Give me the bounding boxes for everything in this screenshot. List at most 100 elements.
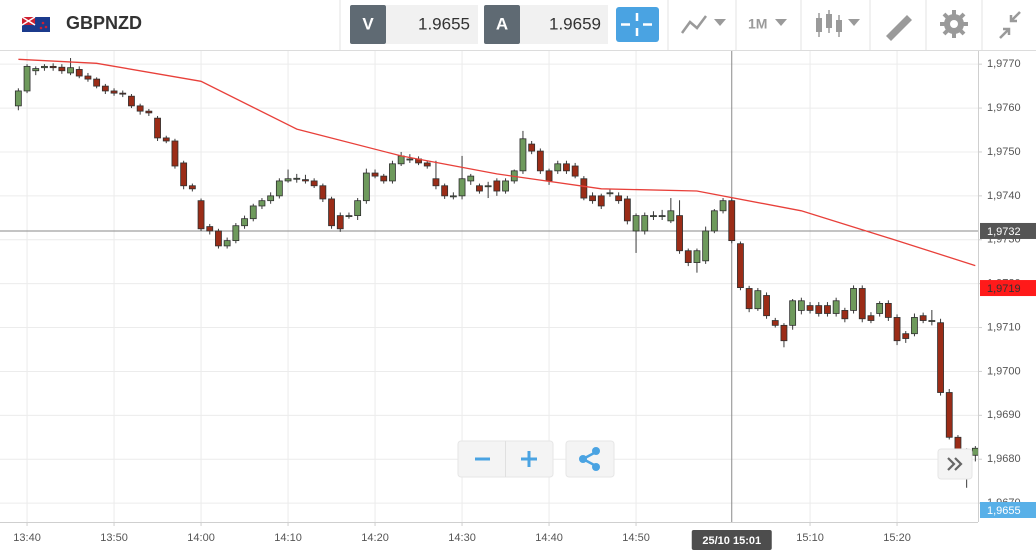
candle-body (476, 185, 483, 192)
crosshair-button[interactable] (616, 7, 659, 42)
bid-price-label: 1,9655 (987, 505, 1021, 517)
candle-body (215, 230, 222, 247)
candle-body (981, 440, 987, 448)
buy-label[interactable]: A (496, 14, 508, 33)
candle-body (275, 180, 283, 197)
candle-body (667, 210, 675, 222)
x-tick-label: 15:20 (883, 532, 911, 544)
y-tick-label: 1,9760 (987, 102, 1021, 114)
sell-label[interactable]: V (362, 14, 374, 33)
candle-body (162, 137, 170, 142)
toolbar: GBPNZD V 1.9655 A 1.9659 1M (0, 0, 1036, 51)
symbol[interactable]: GBPNZD (66, 13, 142, 33)
candle-body (824, 305, 831, 314)
y-tick-label: 1,9750 (987, 146, 1021, 158)
y-tick-label: 1,9740 (987, 190, 1021, 202)
candle-body (580, 178, 588, 199)
indicator-icon[interactable] (680, 15, 707, 34)
x-tick-label: 13:50 (100, 532, 128, 544)
settings-icon[interactable] (940, 10, 968, 38)
candle-body (136, 105, 144, 112)
buy-price: 1.9659 (549, 14, 601, 33)
dropdown-arrow[interactable] (714, 19, 726, 26)
candle-body (449, 195, 457, 198)
candle-body (223, 240, 231, 247)
candle-body (789, 300, 797, 326)
candle-body (937, 322, 944, 393)
candle-body (49, 65, 57, 69)
candle-body (406, 158, 414, 161)
candle-body (832, 300, 840, 314)
candle-body (971, 447, 978, 456)
chart-type-icon[interactable] (816, 10, 842, 37)
candle-body (188, 185, 196, 190)
candle-body (728, 200, 736, 242)
candle-body (641, 215, 649, 232)
candle-body (954, 436, 962, 451)
share-button[interactable] (579, 447, 600, 471)
candle-body (145, 110, 153, 114)
y-tick-label: 1,9770 (987, 58, 1021, 70)
candle-body (693, 250, 701, 263)
x-tick-label: 14:00 (187, 532, 215, 544)
crosshair-time-tag (691, 530, 772, 550)
candle-body (93, 78, 101, 87)
candle-body (858, 288, 866, 320)
candle-body (206, 226, 214, 232)
candle-body (154, 117, 161, 139)
x-tick-label: 14:10 (274, 532, 302, 544)
candle-body (380, 175, 388, 182)
flag-icon (21, 16, 50, 32)
candle-body (806, 305, 814, 311)
candle-body (258, 200, 266, 207)
candle-body (519, 138, 527, 172)
buy-button[interactable] (484, 5, 520, 44)
candle-body (328, 198, 335, 227)
candle-body (737, 243, 744, 288)
candle-body (676, 215, 683, 252)
candle-body (14, 90, 22, 107)
candle-body (850, 288, 857, 311)
candle-body (432, 178, 440, 187)
candle-body (101, 85, 109, 92)
candle-body (876, 302, 884, 314)
sell-button[interactable] (350, 5, 386, 44)
buy-price-box (520, 5, 608, 44)
scroll-to-end-button[interactable] (947, 457, 963, 471)
candle-body (458, 178, 466, 197)
candle-body (397, 155, 405, 165)
candle-body (606, 192, 614, 195)
candle-body (67, 67, 74, 74)
candle-body (293, 177, 301, 180)
zoom-in-button[interactable] (521, 451, 537, 467)
candle-body (354, 200, 362, 217)
candle-body (23, 65, 31, 92)
candle-body (362, 172, 370, 202)
share-box (565, 440, 615, 478)
candle-body (371, 172, 379, 177)
x-tick-label: 14:50 (622, 532, 650, 544)
y-tick-label: 1,9690 (987, 409, 1021, 421)
plot-area (0, 51, 987, 522)
x-tick-label: 13:40 (13, 532, 41, 544)
candle-body (241, 218, 248, 227)
candle-body (502, 180, 509, 192)
candle-body (684, 250, 692, 263)
collapse-icon[interactable] (999, 11, 1021, 39)
draw-icon[interactable] (886, 15, 912, 41)
candle-body (484, 185, 492, 188)
zoom-controls (457, 440, 973, 480)
dropdown-arrow[interactable] (848, 19, 860, 26)
dropdown-arrow[interactable] (775, 19, 787, 26)
candle-body (545, 170, 553, 182)
candle-body (563, 163, 570, 172)
x-tick-label: 14:20 (361, 532, 389, 544)
candle-body (284, 178, 292, 182)
candle-body (841, 310, 849, 320)
candle-body (928, 320, 936, 322)
candle-body (884, 302, 892, 318)
timeframe[interactable]: 1M (748, 16, 767, 32)
candle-body (310, 180, 318, 187)
candle-body (615, 195, 623, 202)
candle-body (345, 215, 353, 218)
